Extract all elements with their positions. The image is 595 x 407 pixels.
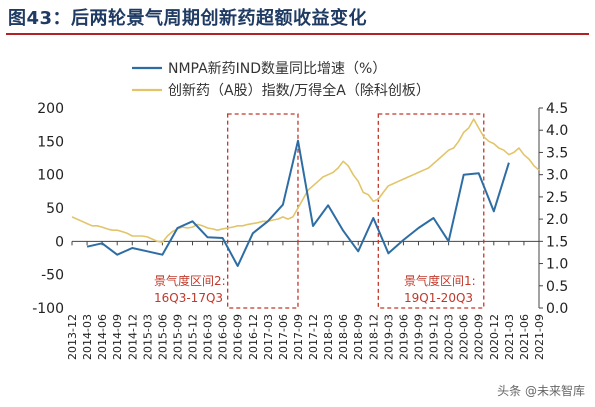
x-tick-label: 2016-09 — [232, 314, 245, 360]
x-tick-label: 2019-12 — [428, 314, 441, 360]
annotation-labels: 景气度区间2: 16Q3-17Q3 景气度区间1: 19Q1-20Q3 — [154, 273, 476, 305]
y-right-tick-label: 3.5 — [546, 145, 568, 161]
y-left-tick-label: 50 — [46, 201, 64, 217]
x-tick-label: 2016-03 — [202, 314, 215, 360]
title-divider — [6, 33, 589, 35]
y-right-tick-label: 3.0 — [546, 168, 568, 184]
annotation-box-1 — [227, 113, 299, 309]
y-left-tick-label: 100 — [37, 168, 64, 184]
x-tick-label: 2015-12 — [187, 314, 200, 360]
x-tick-label: 2013-12 — [66, 314, 79, 360]
x-tick-label: 2020-03 — [443, 314, 456, 360]
legend-label: 创新药（A股）指数/万得全A（除科创板） — [168, 82, 430, 99]
x-tick-label: 2020-12 — [488, 314, 501, 360]
x-tick-label: 2015-06 — [156, 314, 169, 360]
x-tick-label: 2015-09 — [171, 314, 184, 360]
annotation-boxes — [227, 113, 485, 309]
y-right-tick-label: 0.0 — [546, 301, 568, 317]
x-tick-label: 2020-06 — [458, 314, 471, 360]
x-tick-label: 2017-09 — [292, 314, 305, 360]
y-left-tick-label: -50 — [41, 268, 64, 284]
y-right-tick-label: 1.5 — [546, 234, 568, 250]
x-tick-label: 2019-09 — [412, 314, 425, 360]
x-tick-label: 2015-03 — [141, 314, 154, 360]
x-tick-label: 2014-03 — [81, 314, 94, 360]
x-tick-label: 2017-06 — [277, 314, 290, 360]
annotation-box-2 — [377, 113, 485, 309]
annotation-range: 16Q3-17Q3 — [154, 291, 223, 305]
series-layer — [71, 118, 540, 267]
annotation-label: 景气度区间2: — [154, 273, 226, 288]
x-tick-label: 2017-12 — [307, 314, 320, 360]
series-line-index — [71, 118, 540, 243]
x-tick-label: 2021-09 — [533, 314, 546, 360]
x-tick-label: 2020-09 — [473, 314, 486, 360]
watermark: 头条 @未来智库 — [497, 384, 585, 398]
series-line-nmpa — [86, 139, 510, 267]
y-right-tick-label: 2.5 — [546, 190, 568, 206]
x-tick-label: 2018-12 — [367, 314, 380, 360]
x-tick-label: 2021-03 — [503, 314, 516, 360]
y-right-tick-label: 2.0 — [546, 212, 568, 228]
y-left-tick-label: -100 — [32, 301, 64, 317]
x-tick-label: 2017-03 — [262, 314, 275, 360]
x-tick-label: 2016-06 — [217, 314, 230, 360]
y-right-tick-label: 0.5 — [546, 279, 568, 295]
x-tick-label: 2018-09 — [352, 314, 365, 360]
y-left-tick-label: 150 — [37, 134, 64, 150]
annotation-range: 19Q1-20Q3 — [404, 291, 473, 305]
x-tick-label: 2014-06 — [96, 314, 109, 360]
annotation-label: 景气度区间1: — [404, 273, 476, 288]
legend: NMPA新药IND数量同比增速（%） 创新药（A股）指数/万得全A（除科创板） — [132, 61, 430, 99]
y-right-tick-label: 4.0 — [546, 123, 568, 139]
x-tick-label: 2019-06 — [397, 314, 410, 360]
y-left-tick-label: 0 — [55, 234, 64, 250]
x-tick-label: 2014-12 — [126, 314, 139, 360]
x-tick-label: 2019-03 — [382, 314, 395, 360]
axes: -100 -50 0 50 100 150 200 0.0 0.5 1.0 1.5 2.0 2.5 3.0… — [32, 101, 568, 360]
y-right-tick-label: 4.5 — [546, 101, 568, 117]
y-left-tick-label: 200 — [37, 101, 64, 117]
legend-label: NMPA新药IND数量同比增速（%） — [168, 61, 386, 77]
x-tick-label: 2016-12 — [247, 314, 260, 360]
x-tick-label: 2021-06 — [518, 314, 531, 360]
y-right-tick-label: 1.0 — [546, 257, 568, 273]
x-tick-label: 2018-03 — [322, 314, 335, 360]
x-tick-label: 2018-06 — [337, 314, 350, 360]
chart-title: 图43：后两轮景气周期创新药超额收益变化 — [8, 8, 368, 29]
x-tick-label: 2014-09 — [111, 314, 124, 360]
